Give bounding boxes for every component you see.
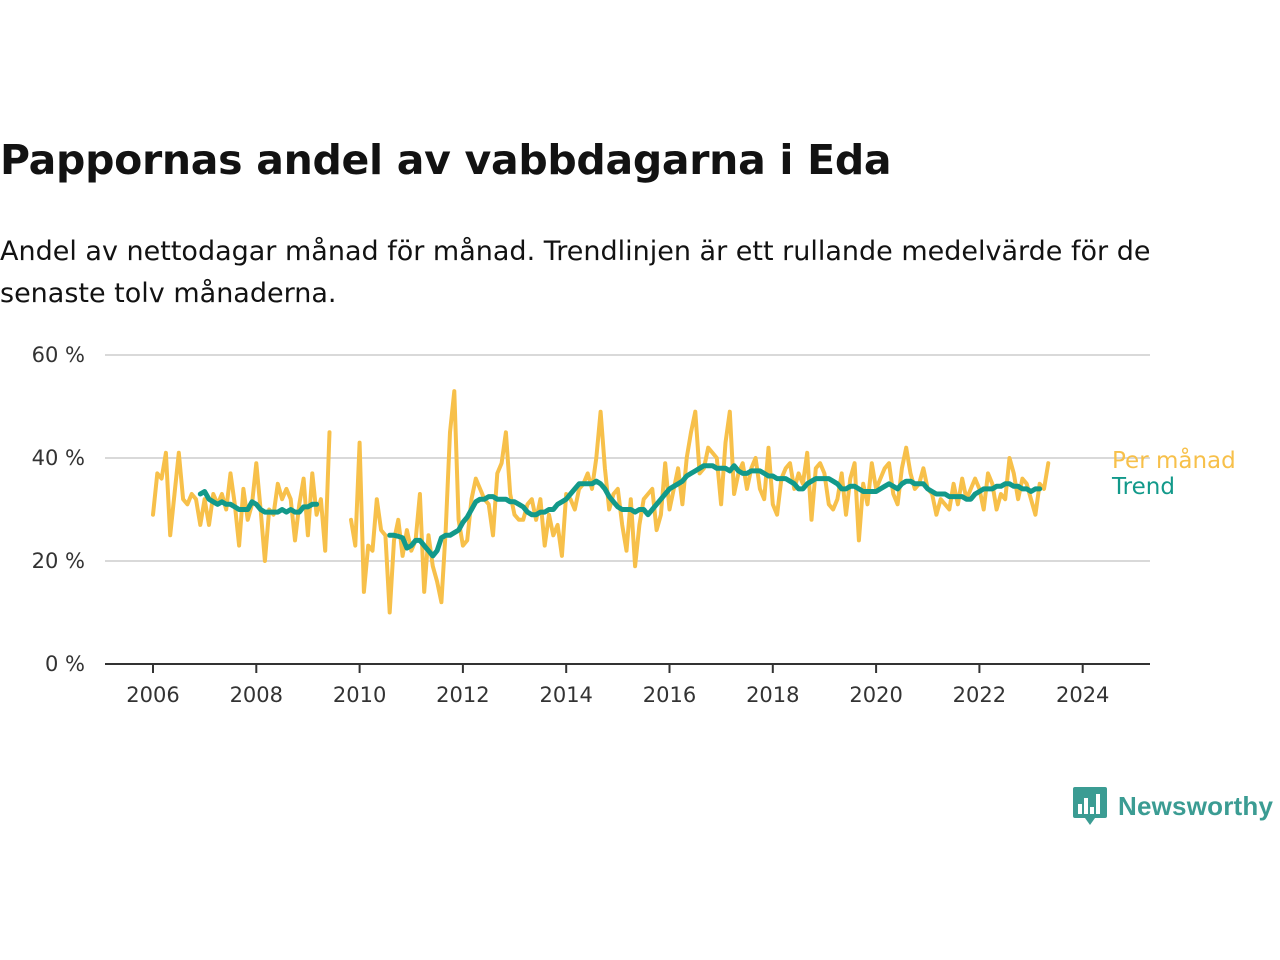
- series-line-per-manad: [349, 389, 1051, 615]
- legend: Per månad Trend: [1111, 446, 1236, 500]
- chart-title: Pappornas andel av vabbdagarna i Eda: [0, 136, 892, 184]
- x-tick-label: 2010: [333, 683, 386, 707]
- x-tick-label: 2020: [849, 683, 902, 707]
- newsworthy-logo: Newsworthy: [1072, 785, 1273, 827]
- series-line-trend: [387, 463, 1043, 559]
- legend-label-trend: Trend: [1111, 474, 1175, 500]
- series-line-trend: [197, 489, 320, 515]
- x-tick-label: 2006: [126, 683, 179, 707]
- x-axis: 2006 2008 2010 2012 2014 2016 2018 2020 2022 2024: [105, 663, 1150, 707]
- newsworthy-logo-text: Newsworthy: [1118, 790, 1274, 821]
- x-tick-label: 2012: [436, 683, 489, 707]
- x-tick-label: 2018: [746, 683, 799, 707]
- y-axis-labels: 0 % 20 % 40 % 60 %: [32, 343, 85, 676]
- series-group: [151, 389, 1051, 615]
- y-tick-label: 0 %: [45, 652, 85, 676]
- y-tick-label: 20 %: [32, 549, 85, 573]
- y-tick-label: 60 %: [32, 343, 85, 367]
- x-tick-label: 2008: [230, 683, 283, 707]
- series-line-per-manad: [151, 430, 332, 563]
- legend-label-per-manad: Per månad: [1112, 446, 1236, 474]
- x-tick-label: 2024: [1056, 683, 1109, 707]
- x-tick-label: 2016: [643, 683, 696, 707]
- line-chart: 0 % 20 % 40 % 60 % 2006 2008 2010 2012 2014 2016…: [32, 343, 1236, 707]
- x-tick-label: 2014: [539, 683, 592, 707]
- y-tick-label: 40 %: [32, 446, 85, 470]
- newsworthy-chart-icon: [1073, 787, 1107, 825]
- chart-subtitle: Andel av nettodagar månad för månad. Tre…: [0, 236, 1151, 309]
- x-tick-label: 2022: [953, 683, 1006, 707]
- grid-lines: [105, 354, 1150, 562]
